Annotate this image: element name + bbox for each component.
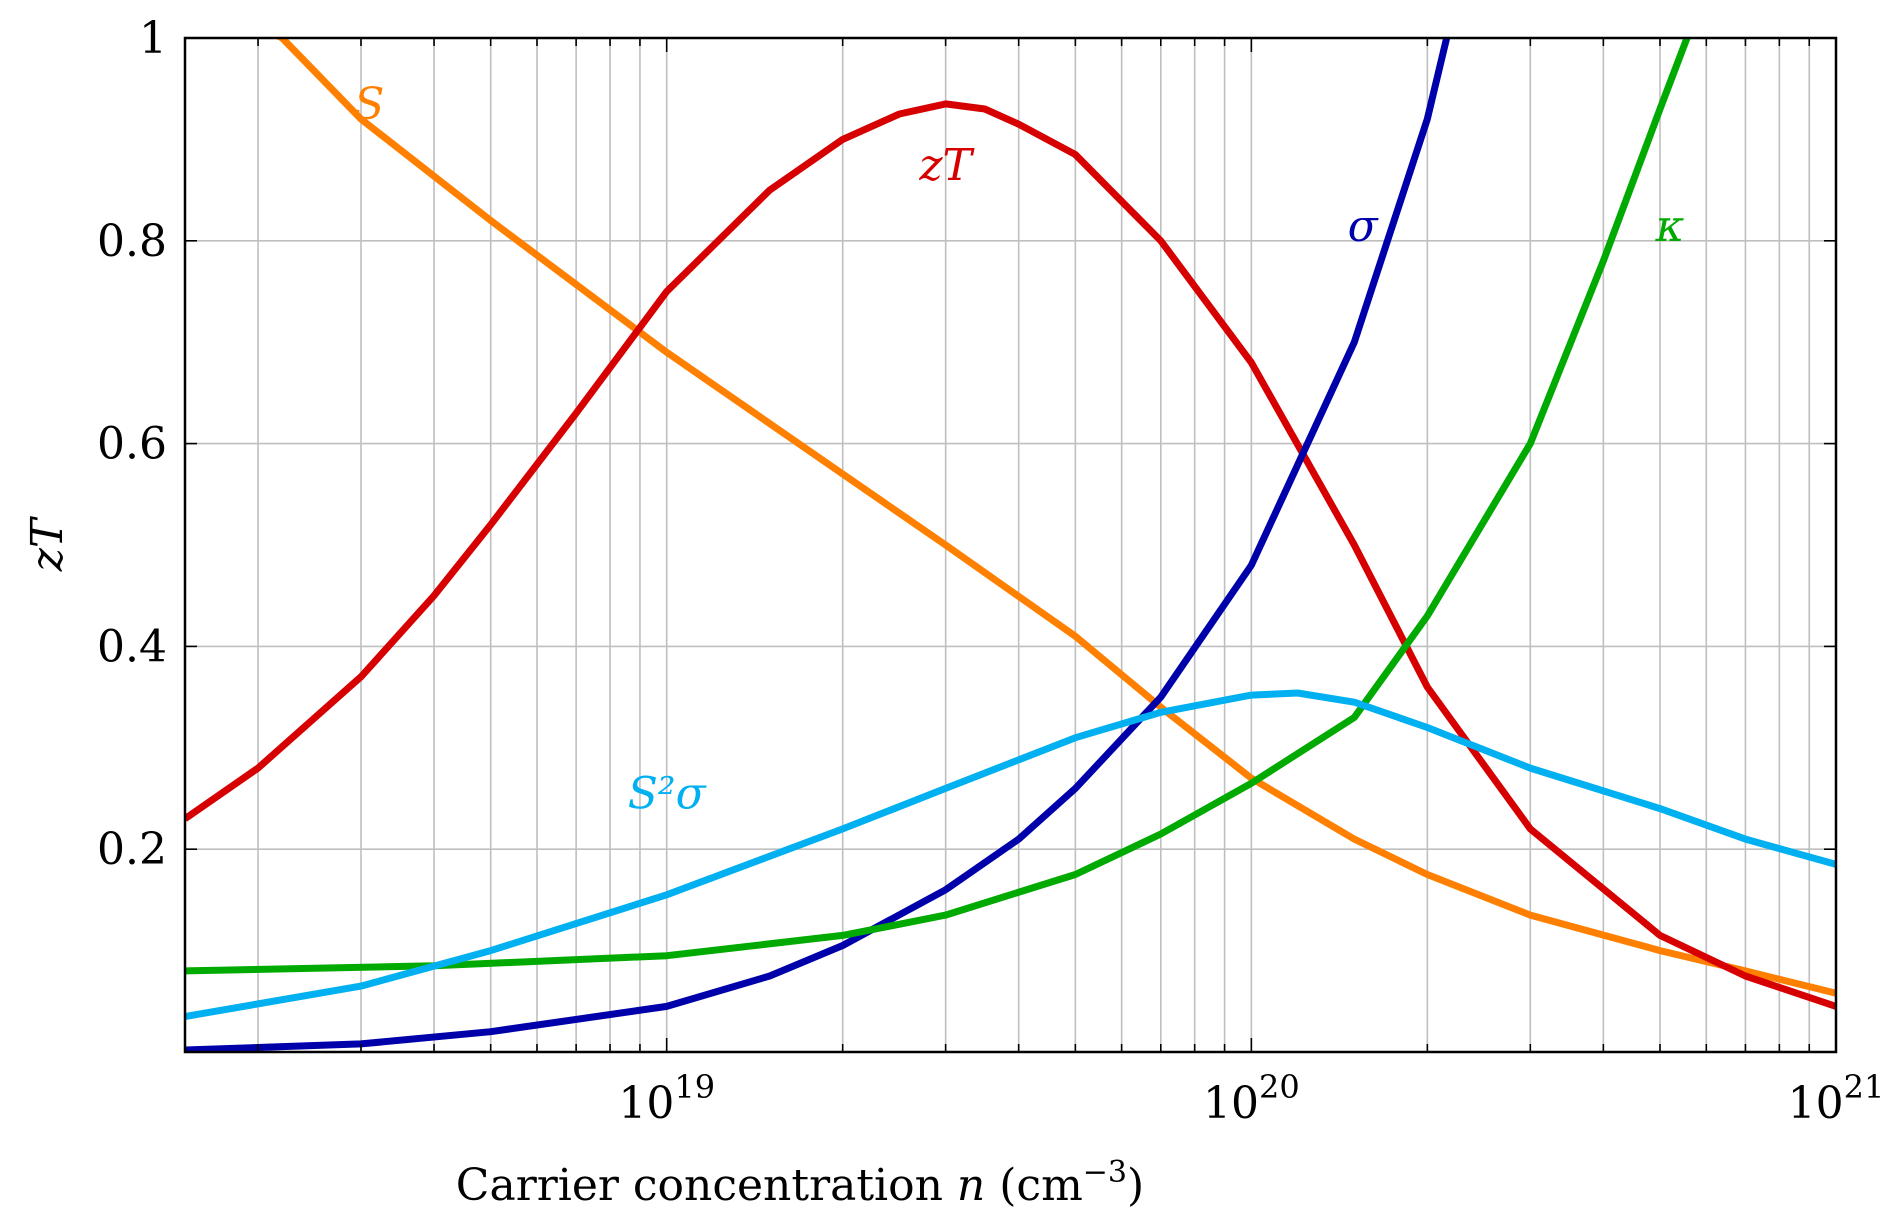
- series-line-kappa: [185, 38, 1691, 975]
- series-line-S: [274, 38, 1836, 997]
- grid: [185, 37, 1836, 1052]
- x-tick-label-base: 10: [1203, 1078, 1259, 1129]
- x-tick-label-base: 10: [618, 1078, 674, 1129]
- curve-label-S2sigma: S²σ: [628, 769, 708, 820]
- x-axis-title-unit: (cm: [999, 1160, 1083, 1211]
- curve-label-zT: zT: [918, 140, 975, 191]
- x-axis-title-unit-close: ): [1127, 1160, 1144, 1211]
- x-tick-label-exp: 20: [1259, 1068, 1300, 1106]
- curve-label-sigma: σ: [1348, 201, 1380, 252]
- x-axis-title-var: n: [957, 1160, 985, 1211]
- y-tick-label: 0.4: [97, 621, 167, 672]
- y-tick-label: 0.2: [97, 824, 167, 875]
- x-tick-label: 1019: [618, 1068, 715, 1129]
- x-tick-label-base: 10: [1788, 1078, 1844, 1129]
- x-axis-title-unit-exp: −3: [1083, 1155, 1127, 1190]
- curve-label-S: S: [354, 79, 384, 130]
- series-line-sigma: [185, 38, 1451, 1052]
- x-tick-label-exp: 21: [1844, 1068, 1885, 1106]
- y-tick-label: 1: [139, 13, 167, 64]
- x-tick-label: 1020: [1203, 1068, 1300, 1129]
- y-tick-label: 0.8: [97, 216, 167, 267]
- tick-marks: [185, 37, 1836, 1052]
- x-tick-label: 1021: [1788, 1068, 1885, 1129]
- series-line-zT: [185, 100, 1836, 1010]
- plot-frame: [183, 36, 1838, 1054]
- x-axis-title-text: Carrier concentration: [456, 1160, 943, 1211]
- y-tick-label: 0.6: [97, 419, 167, 470]
- x-tick-label-exp: 19: [674, 1068, 715, 1106]
- y-axis-title: zT: [22, 515, 73, 572]
- curve-labels: SzT σ κ S²σ: [354, 79, 1684, 820]
- series-line-S2sigma: [185, 689, 1836, 1020]
- curve-label-kappa: κ: [1655, 201, 1685, 252]
- curves: [185, 38, 1836, 1052]
- x-axis-title: Carrier concentration n (cm−3): [456, 1155, 1144, 1211]
